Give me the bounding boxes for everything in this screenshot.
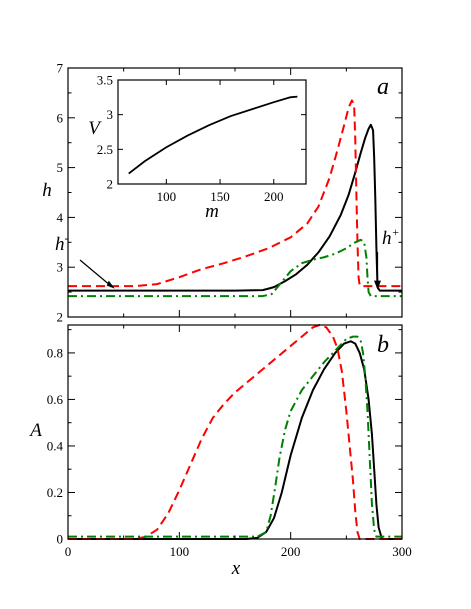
panel-b-ytick-label-2: 0.4 xyxy=(47,438,64,453)
panel-b-label: b xyxy=(377,332,389,358)
panel-b-xtick-label-0: 0 xyxy=(65,544,72,559)
inset-xtick-label-0: 100 xyxy=(157,189,177,204)
panel-b-series-0 xyxy=(68,340,402,540)
panel-b-frame xyxy=(67,324,403,540)
panel-b-ytick-label-3: 0.6 xyxy=(47,392,64,407)
panel-b-ylabel: A xyxy=(28,420,42,441)
annotation-h-plus-arrowhead xyxy=(374,280,382,290)
annotation-h-minus-sup: - xyxy=(65,231,69,245)
panel-a-ytick-label-0: 2 xyxy=(57,310,64,325)
inset-xtick-label-1: 150 xyxy=(210,189,230,204)
inset-xlabel: m xyxy=(205,201,219,222)
inset-ylabel: V xyxy=(88,118,102,139)
panel-a-ytick-label-5: 7 xyxy=(57,61,64,76)
panel-b-xlabel: x xyxy=(231,558,241,579)
panel-b-xtick-label-2: 200 xyxy=(281,544,301,559)
panel-b-xtick-label-1: 100 xyxy=(170,544,190,559)
panel-b-chart: 0 100 200 300 0 0.2 0.4 0.6 0.8 b Ax xyxy=(28,324,412,579)
inset-chart: 100 150 200 2 2.5 3 3.5 m V xyxy=(88,73,307,222)
panel-a-ytick-label-4: 6 xyxy=(57,110,64,125)
annotation-h-minus-arrow xyxy=(79,259,113,288)
inset-xtick-label-2: 200 xyxy=(264,189,284,204)
panel-a-ytick-label-3: 5 xyxy=(57,160,64,175)
inset-ytick-label-2: 3 xyxy=(107,107,114,122)
annotation-h-minus-arrowhead xyxy=(106,280,115,289)
annotation-h-plus: h+ xyxy=(382,225,400,249)
panel-a-chart: 2 3 4 5 6 7 a h h-h+ 100 150 200 2 2.5 3 3.5 m V xyxy=(42,61,403,325)
inset-frame xyxy=(117,79,307,185)
panel-b-series-2 xyxy=(68,335,402,538)
inset-ytick-label-1: 2.5 xyxy=(97,142,113,157)
inset-series-0 xyxy=(128,95,298,175)
panel-b-xtick-label-3: 300 xyxy=(392,544,412,559)
panel-b-ytick-label-4: 0.8 xyxy=(47,345,63,360)
panel-b-ytick-label-0: 0 xyxy=(57,532,64,547)
inset-ytick-label-0: 2 xyxy=(107,177,114,192)
annotation-h-plus-sup: + xyxy=(392,225,400,239)
panel-b-series-1 xyxy=(68,324,402,540)
inset-ytick-label-3: 3.5 xyxy=(97,73,113,88)
panel-a-series-2 xyxy=(68,238,402,298)
panel-a-ytick-label-1: 3 xyxy=(57,260,64,275)
annotation-h-minus: h- xyxy=(55,231,69,255)
panel-a-series-1 xyxy=(68,99,402,288)
panel-a-label: a xyxy=(377,74,389,100)
panel-b-ytick-label-1: 0.2 xyxy=(47,485,63,500)
panel-a-ytick-label-2: 4 xyxy=(57,210,64,225)
panel-a-ylabel: h xyxy=(42,180,52,201)
inset-background xyxy=(118,80,306,184)
panel-a-series-0 xyxy=(68,123,402,292)
